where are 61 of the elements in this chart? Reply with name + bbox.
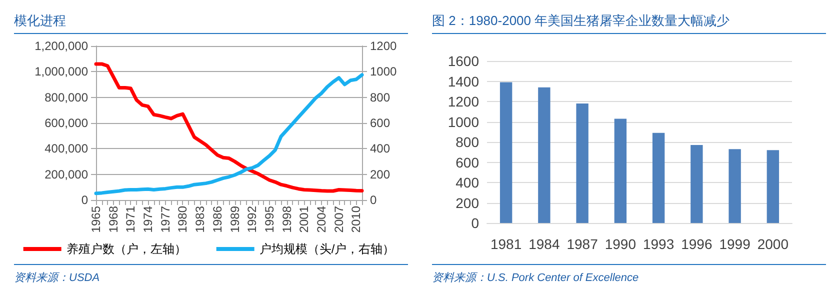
y-tick-label: 400,000 — [44, 142, 88, 156]
bar — [652, 132, 665, 223]
y2-tick-label: 800 — [370, 90, 390, 104]
y2-tick-label: 200 — [370, 167, 390, 182]
x-tick-label: 1993 — [642, 236, 674, 252]
y-tick-label: 400 — [456, 174, 480, 190]
y-tick-label: 0 — [81, 193, 88, 207]
bar — [766, 150, 780, 223]
y-tick-label: 600,000 — [44, 116, 88, 130]
x-tick-label: 1986 — [210, 206, 224, 233]
bar — [614, 118, 627, 223]
x-tick-label: 1989 — [228, 206, 242, 233]
bar — [576, 104, 588, 223]
bar — [538, 87, 550, 223]
y-tick-label: 1,200,000 — [34, 39, 88, 53]
x-tick-label: 2001 — [297, 206, 312, 233]
y2-tick-label: 1200 — [370, 39, 398, 53]
y-tick-label: 600 — [456, 154, 480, 170]
x-tick-label: 1977 — [158, 206, 172, 233]
text: 资料来源：U.S. Pork Center of Excellence — [432, 264, 826, 285]
x-tick-label: 1971 — [124, 206, 138, 233]
x-tick-label: 1974 — [141, 206, 156, 233]
legend-label: 养殖户数（户，左轴） — [66, 242, 186, 256]
y2-tick-label: 0 — [370, 193, 377, 207]
y-tick-label: 1400 — [448, 73, 480, 90]
y-tick-label: 1600 — [448, 53, 480, 69]
bar — [500, 82, 512, 223]
chart-title: 图 2：1980-2000 年美国生猪屠宰企业数量大幅减少 — [432, 12, 826, 34]
legend-label: 户均规模（头/户，右轴） — [259, 242, 395, 256]
y-tick-label: 1000 — [448, 114, 480, 130]
x-tick-label: 1999 — [719, 236, 751, 252]
x-tick-label: 1987 — [566, 236, 598, 252]
y-tick-label: 200,000 — [44, 167, 88, 182]
y-tick-label: 800,000 — [44, 90, 88, 104]
x-tick-label: 1996 — [681, 236, 712, 252]
y-tick-label: 200 — [456, 194, 480, 211]
bar — [690, 145, 703, 223]
x-tick-label: 1992 — [245, 206, 260, 233]
y-tick-label: 1,000,000 — [34, 64, 88, 79]
x-tick-label: 1990 — [604, 236, 636, 252]
y2-tick-label: 400 — [370, 142, 390, 156]
y2-tick-label: 600 — [370, 116, 390, 130]
x-tick-label: 2000 — [757, 236, 789, 252]
x-tick-label: 1980 — [176, 206, 190, 233]
x-tick-label: 1998 — [280, 206, 294, 233]
y-tick-label: 1200 — [448, 94, 480, 110]
bar — [728, 149, 741, 223]
x-tick-label: 1981 — [490, 236, 522, 252]
x-tick-label: 1983 — [193, 206, 208, 233]
chart-title: 模化进程 — [14, 12, 408, 34]
y-tick-label: 0 — [471, 215, 480, 231]
x-tick-label: 1968 — [106, 206, 120, 233]
x-tick-label: 2004 — [314, 206, 329, 233]
text: 资料来源：USDA — [14, 264, 408, 285]
y-tick-label: 800 — [456, 134, 480, 150]
x-tick-label: 2007 — [332, 206, 346, 233]
y2-tick-label: 1000 — [370, 64, 398, 79]
x-tick-label: 1984 — [528, 236, 560, 252]
x-tick-label: 1965 — [89, 206, 103, 233]
x-tick-label: 2010 — [349, 206, 364, 233]
x-tick-label: 1995 — [262, 206, 276, 233]
